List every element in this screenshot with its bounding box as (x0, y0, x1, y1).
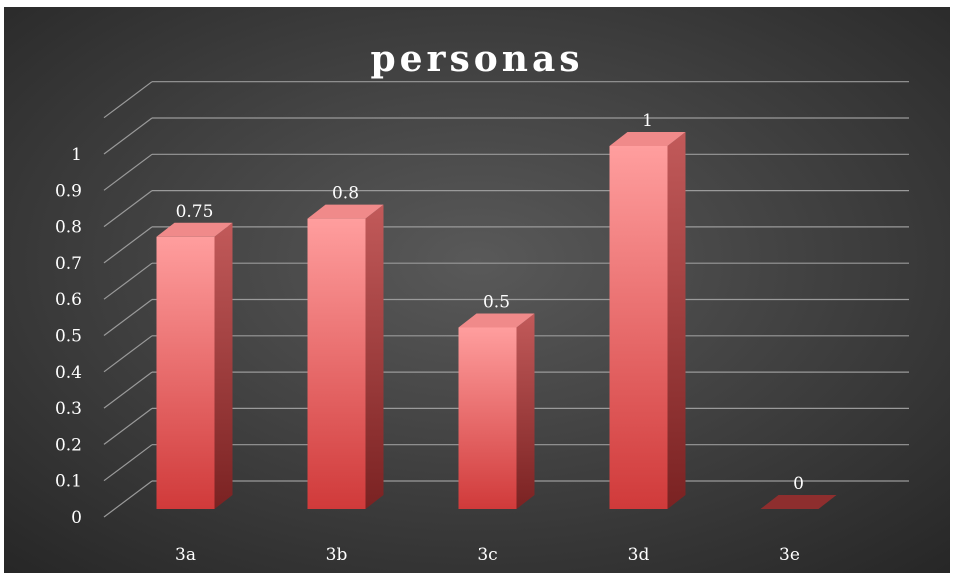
x-category-label: 3d (628, 545, 650, 565)
gridline-depth (103, 226, 153, 264)
gridline-depth (103, 444, 153, 482)
bar-top (609, 132, 686, 146)
x-category-label: 3b (326, 545, 348, 565)
gridline-depth (103, 480, 153, 518)
x-axis-categories: 3a 3b 3c 3d 3e (175, 545, 800, 565)
y-axis-ticks: 0 0.1 0.2 0.3 0.4 0.5 0.6 0.7 0.8 0.9 1 (55, 145, 82, 528)
gridline-depth (103, 299, 153, 336)
bar-top (156, 222, 233, 237)
bar-top (458, 313, 535, 328)
y-tick-label: 0.8 (55, 218, 82, 238)
y-tick-label: 1 (71, 145, 82, 165)
y-tick-label: 0.7 (55, 254, 82, 274)
chart-container: personas 0 0.1 0.2 0.3 0.4 0.5 0.6 0.7 0.8 0.9 1 0… (4, 7, 950, 573)
bar-side (516, 313, 535, 509)
data-labels: 0.75 0.8 0.5 1 0 (176, 111, 804, 494)
bar (458, 327, 517, 509)
gridline-depth (103, 117, 153, 155)
bar (307, 218, 366, 509)
y-tick-label: 0.5 (55, 327, 82, 347)
gridline-depth (103, 371, 153, 409)
bar (156, 236, 215, 509)
data-label: 0.5 (483, 293, 510, 313)
y-tick-label: 0.3 (55, 399, 82, 419)
x-category-label: 3c (477, 545, 497, 565)
gridline-depth (103, 153, 153, 191)
y-tick-label: 0.1 (55, 472, 82, 492)
bar (609, 146, 668, 509)
chart-svg: personas 0 0.1 0.2 0.3 0.4 0.5 0.6 0.7 0.8 0.9 1 0… (4, 7, 950, 573)
y-tick-label: 0.6 (55, 290, 82, 310)
y-tick-label: 0 (71, 508, 82, 528)
y-tick-label: 0.9 (55, 181, 82, 201)
gridline-depth (103, 81, 153, 119)
bar-side (214, 222, 233, 509)
bar-side (667, 132, 686, 509)
data-label: 0 (793, 474, 804, 494)
bar (760, 495, 837, 509)
bar-top (307, 204, 384, 219)
data-label: 1 (642, 111, 653, 131)
x-category-label: 3e (779, 545, 800, 565)
gridline-depth (103, 335, 153, 373)
y-tick-label: 0.4 (55, 363, 82, 383)
bars (156, 132, 837, 509)
gridline-depth (103, 190, 153, 228)
y-tick-label: 0.2 (55, 435, 82, 455)
chart-title: personas (370, 38, 583, 80)
data-label: 0.8 (332, 184, 359, 204)
x-category-label: 3a (175, 545, 196, 565)
gridline-depth (103, 262, 153, 300)
bar-side (365, 204, 384, 509)
data-label: 0.75 (176, 202, 214, 222)
gridline-depth (103, 407, 153, 445)
